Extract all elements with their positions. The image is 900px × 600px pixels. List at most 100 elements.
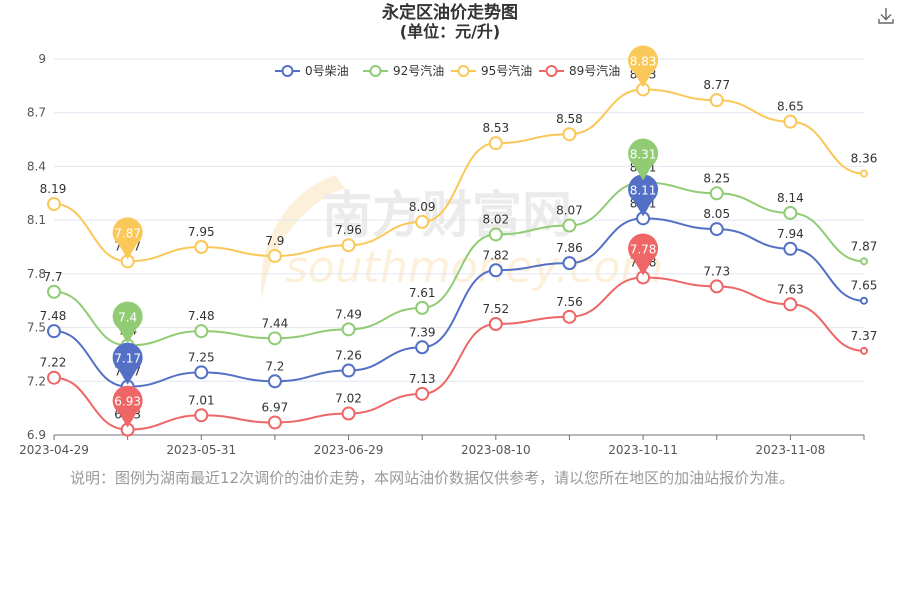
data-point[interactable]: [341, 363, 356, 378]
marker-pin: 7.4: [112, 301, 143, 344]
data-point[interactable]: [47, 284, 61, 299]
data-point[interactable]: [860, 257, 868, 266]
data-point[interactable]: [47, 197, 61, 212]
chart-title: 永定区油价走势图: [382, 3, 518, 23]
y-tick-label: 6.9: [27, 428, 46, 442]
legend-item[interactable]: 0号柴油: [275, 64, 349, 78]
data-point[interactable]: [415, 214, 430, 229]
marker-pin: 7.17: [112, 342, 143, 385]
x-tick-label: 2023-04-29: [19, 443, 89, 457]
marker-pin-label: 7.87: [114, 226, 141, 240]
series-line: [53, 217, 865, 388]
series-line: [53, 276, 865, 431]
data-point[interactable]: [562, 256, 577, 271]
legend-item[interactable]: 92号汽油: [363, 63, 444, 78]
legend-label: 0号柴油: [305, 64, 349, 78]
data-point[interactable]: [47, 324, 61, 339]
data-label: 7.48: [40, 309, 67, 323]
data-point[interactable]: [267, 331, 282, 346]
data-label: 7.39: [409, 325, 436, 339]
data-label: 7.63: [777, 282, 804, 296]
data-point[interactable]: [194, 240, 209, 254]
data-label: 8.65: [777, 100, 804, 114]
data-point[interactable]: [783, 297, 798, 312]
data-point[interactable]: [341, 406, 356, 421]
data-label: 7.2: [265, 359, 284, 373]
marker-pin-label: 8.11: [630, 183, 657, 197]
svg-text:southmoney.com: southmoney.com: [285, 242, 663, 293]
data-point[interactable]: [194, 408, 209, 423]
data-point[interactable]: [194, 365, 209, 380]
data-label: 7.01: [188, 393, 215, 407]
legend-item[interactable]: 89号汽油: [539, 63, 620, 78]
data-label: 8.02: [482, 212, 509, 226]
data-label: 8.53: [482, 121, 509, 135]
data-point[interactable]: [709, 186, 724, 201]
marker-pin: 8.31: [628, 138, 659, 181]
marker-pin-label: 7.78: [630, 242, 657, 256]
data-label: 7.96: [335, 223, 362, 237]
data-point[interactable]: [341, 238, 356, 253]
y-tick-label: 7.8: [27, 267, 46, 281]
data-label: 7.86: [556, 241, 583, 255]
x-tick-label: 2023-08-10: [461, 443, 531, 457]
data-label: 8.09: [409, 200, 436, 214]
y-tick-label: 8.7: [27, 106, 46, 120]
data-point[interactable]: [562, 309, 577, 324]
data-point[interactable]: [47, 370, 61, 385]
watermark: 南方财富网 southmoney.com: [261, 175, 663, 300]
data-label: 8.36: [851, 152, 878, 166]
x-tick-label: 2023-11-08: [755, 443, 825, 457]
legend-label: 95号汽油: [481, 63, 532, 78]
data-point[interactable]: [860, 169, 868, 178]
data-label: 8.25: [703, 171, 730, 185]
data-point[interactable]: [488, 227, 503, 242]
data-label: 7.02: [335, 392, 362, 406]
x-tick-label: 2023-10-11: [608, 443, 678, 457]
data-label: 7.82: [482, 248, 509, 262]
data-point[interactable]: [415, 340, 430, 355]
data-point[interactable]: [860, 346, 868, 355]
data-label: 8.77: [703, 78, 730, 92]
marker-pin-label: 7.17: [114, 352, 141, 366]
data-point[interactable]: [562, 218, 577, 233]
download-icon[interactable]: [876, 6, 896, 26]
data-label: 7.49: [335, 307, 362, 321]
data-label: 7.9: [265, 234, 284, 248]
data-label: 8.07: [556, 204, 583, 218]
data-point[interactable]: [267, 248, 282, 263]
data-label: 7.37: [851, 329, 878, 343]
data-label: 7.65: [851, 279, 878, 293]
data-label: 7.44: [262, 316, 289, 330]
data-point[interactable]: [415, 386, 430, 401]
data-label: 8.14: [777, 191, 804, 205]
data-point[interactable]: [488, 316, 503, 331]
data-point[interactable]: [860, 296, 868, 305]
data-point[interactable]: [709, 279, 724, 294]
data-point[interactable]: [194, 324, 209, 339]
data-point[interactable]: [709, 222, 724, 237]
data-point[interactable]: [488, 136, 503, 151]
legend-item[interactable]: 95号汽油: [451, 63, 532, 78]
data-label: 7.26: [335, 349, 362, 363]
data-point[interactable]: [267, 374, 282, 389]
data-point[interactable]: [783, 205, 798, 220]
data-point[interactable]: [267, 415, 282, 430]
data-label: 8.05: [703, 207, 730, 221]
data-point[interactable]: [783, 241, 798, 256]
data-point[interactable]: [562, 127, 577, 142]
data-label: 8.58: [556, 112, 583, 126]
data-label: 7.87: [851, 239, 878, 253]
legend-label: 89号汽油: [569, 63, 620, 78]
data-point[interactable]: [709, 93, 724, 108]
data-point[interactable]: [783, 114, 798, 129]
marker-pin-label: 8.31: [630, 148, 657, 162]
data-point[interactable]: [488, 263, 503, 278]
marker-pin: 8.11: [628, 174, 659, 217]
data-label: 7.7: [43, 270, 62, 284]
data-point[interactable]: [415, 300, 430, 315]
data-label: 7.61: [409, 286, 436, 300]
data-point[interactable]: [341, 322, 356, 337]
chart-subtitle: (单位：元/升): [399, 22, 501, 41]
